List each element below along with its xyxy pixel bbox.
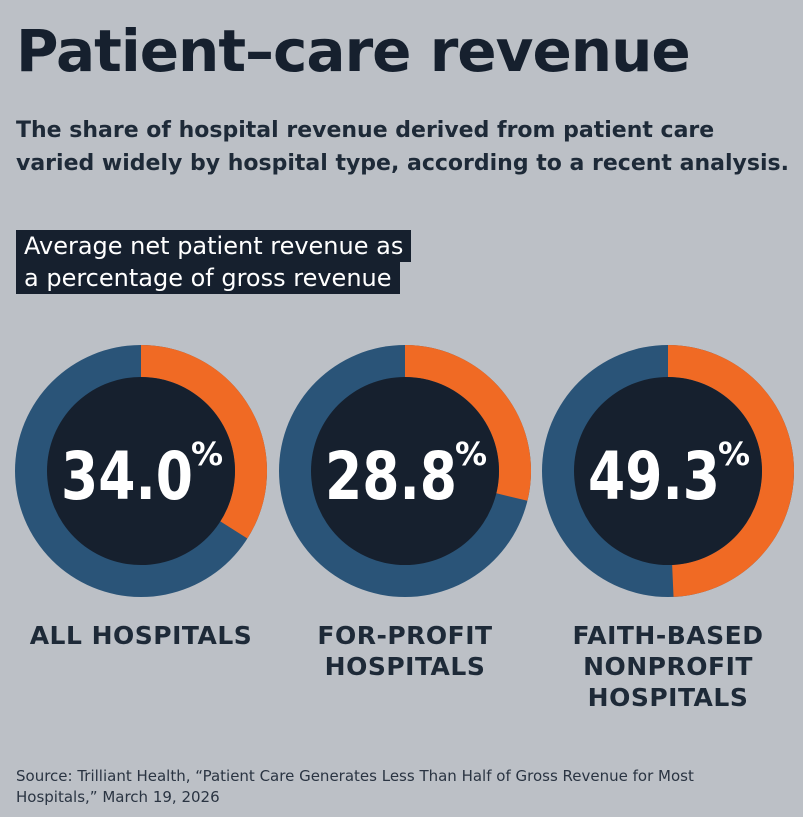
donut-value-arc (667, 345, 794, 597)
chart-label-text: Average net patient revenue as a percent… (16, 230, 412, 294)
donut-center (311, 377, 499, 565)
donut-0: 34.0% (15, 345, 267, 597)
category-label-faith-based: FAITH-BASED NONPROFIT HOSPITALS (572, 621, 764, 712)
page-subtitle: The share of hospital revenue derived fr… (16, 118, 789, 176)
category-label-for-profit: FOR-PROFIT HOSPITALS (317, 621, 493, 681)
chart-label: Average net patient revenue as a percent… (16, 230, 412, 294)
donut-unit-label: % (455, 435, 487, 473)
donut-value-label: 28.8 (325, 438, 457, 515)
source-note: Source: Trilliant Health, “Patient Care … (16, 767, 694, 806)
page-title: Patient–care revenue (16, 17, 691, 85)
donut-value-arc (140, 345, 267, 539)
donut-center (574, 377, 762, 565)
donut-center (47, 377, 235, 565)
donut-charts: 34.0% 28.8% 49.3% (15, 345, 794, 597)
donut-unit-label: % (191, 435, 223, 473)
category-label-all-hospitals: ALL HOSPITALS (29, 621, 253, 650)
donut-2: 49.3% (542, 345, 794, 597)
donut-value-arc (404, 345, 531, 501)
donut-1: 28.8% (279, 345, 531, 597)
donut-value-label: 34.0 (61, 438, 193, 515)
donut-value-label: 49.3 (588, 438, 720, 515)
donut-unit-label: % (718, 435, 750, 473)
